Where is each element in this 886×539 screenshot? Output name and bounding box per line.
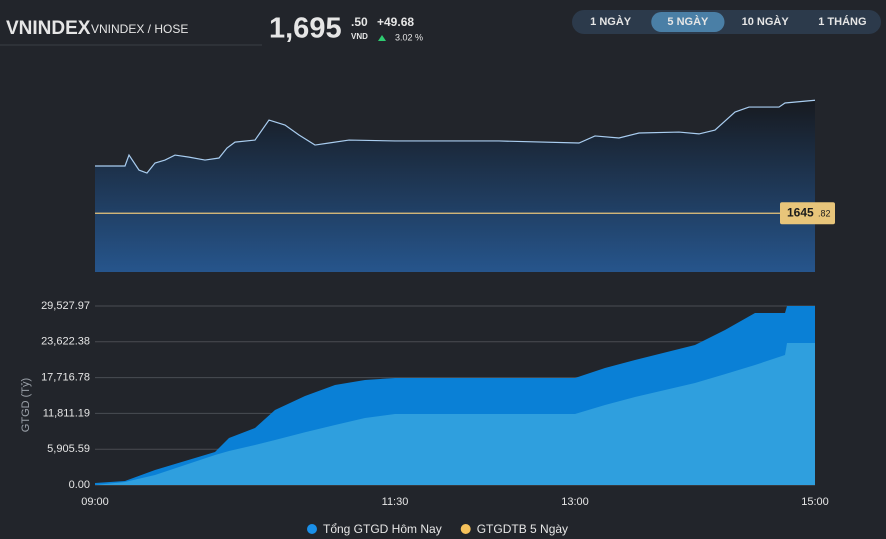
- price-decimal: .50: [351, 15, 368, 29]
- area: [95, 343, 815, 485]
- symbol: VNINDEX: [6, 18, 91, 39]
- y-axis-label: GTGD (Tỷ): [20, 378, 32, 432]
- y-tick-label: 5,905.59: [47, 443, 90, 455]
- price-area: [95, 100, 815, 272]
- price: 1,695: [269, 13, 342, 45]
- tab[interactable]: 1 NGÀY: [590, 15, 632, 28]
- currency: VND: [351, 32, 368, 41]
- tab[interactable]: 10 NGÀY: [742, 15, 790, 28]
- y-tick-label: 17,716.78: [41, 372, 90, 384]
- legend-label: GTGDTB 5 Ngày: [477, 522, 568, 536]
- reference-label-box: [780, 202, 835, 225]
- legend-marker: [460, 524, 471, 534]
- tab[interactable]: 1 THÁNG: [818, 15, 866, 28]
- tab[interactable]: 5 NGÀY: [667, 15, 709, 28]
- y-tick-label: 11,811.19: [43, 407, 90, 419]
- y-tick-label: 0.00: [69, 479, 90, 491]
- x-tick-label: 11:30: [382, 496, 409, 508]
- up-arrow: [378, 35, 386, 41]
- x-tick-label: 09:00: [81, 496, 109, 508]
- change: +49.68: [377, 15, 414, 29]
- x-tick-label: 13:00: [561, 496, 589, 508]
- y-tick-label: 23,622.38: [41, 336, 90, 348]
- x-tick-label: 15:00: [801, 496, 829, 508]
- plot: 1645 .82 0.00 5,905.59 11,811.19 17,716.78 23,…: [20, 99, 835, 536]
- price-line: [95, 99, 816, 174]
- legend-marker: [307, 524, 317, 534]
- reference-label: 1645: [787, 205, 814, 219]
- tabs: 1 NGÀY 5 NGÀY 10 NGÀY 1 THÁNG: [590, 12, 867, 32]
- tab-active[interactable]: [651, 12, 725, 32]
- change-pct: 3.02 %: [395, 32, 423, 42]
- y-tick-label: 29,527.97: [41, 300, 90, 312]
- reference-label-decimal: .82: [818, 209, 831, 219]
- exchange: VNINDEX / HOSE: [91, 22, 188, 36]
- tab-bar: [572, 10, 881, 34]
- legend-label: Tổng GTGD Hôm Nay: [323, 522, 442, 536]
